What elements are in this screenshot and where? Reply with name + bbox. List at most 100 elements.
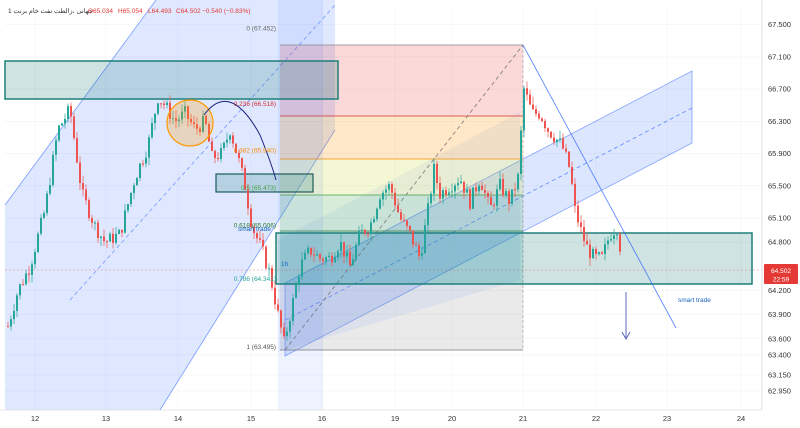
small-zone[interactable] [215,173,314,193]
candle-body [205,115,207,124]
candle-body [439,182,441,199]
candle-body [577,205,579,223]
date-tick-label: 20 [448,414,456,423]
fib-level-label: 0.618 (65.006) [234,223,276,230]
candle-body [352,259,354,266]
candle-body [304,252,306,260]
orange-circle[interactable] [166,99,214,147]
candle-body [418,245,420,256]
candle-body [157,103,159,114]
candle-body [28,273,30,275]
fib-level-label: 0.5 (65.473) [241,185,276,192]
downtrend-line[interactable] [522,44,677,329]
candle-body [220,148,222,160]
candle-body [124,210,126,233]
candle-body [595,248,597,255]
price-tick-label: 63.150 [768,370,791,379]
price-tick-label: 64.800 [768,238,791,247]
ohlc-open: O65.034 [88,8,113,15]
candle-body [496,189,498,206]
symbol-name: جهانی ،زالطت نفت خام برنت 1 [8,7,93,15]
date-tick-label: 24 [737,414,745,423]
selection-highlight [278,0,323,410]
candle-body [40,217,42,234]
candle-body [565,148,567,152]
current-price-tag [764,264,798,284]
candle-body [250,208,252,228]
candle-body [619,234,621,252]
date-tick-label: 12 [31,414,39,423]
candle-body [166,102,168,105]
candle-body [97,222,99,239]
candle-body [217,157,219,160]
fib-retracement[interactable] [280,44,524,351]
candle-body [241,158,243,168]
demand-zone[interactable] [275,232,753,285]
price-tick-label: 63.400 [768,350,791,359]
date-axis[interactable]: 12 13 14 15 16 19 20 21 22 23 24 [31,414,745,423]
candle-body [34,252,36,265]
candle-body [52,154,54,186]
candle-body [598,252,600,255]
channel-upper-left [4,0,157,206]
price-tick-label: 66.700 [768,85,791,94]
candle-body [244,167,246,190]
candle-body [376,208,378,220]
candle-body [55,140,57,155]
price-axis[interactable]: 67.500 67.100 66.700 66.300 65.900 65.500 65.1… [768,20,791,395]
candle-body [445,190,447,195]
candle-body [355,245,357,260]
candle-body [580,222,582,227]
candle-body [529,94,531,105]
candle-body [463,181,465,193]
candle-body [469,189,471,209]
candle-body [214,150,216,158]
candle-body [493,205,495,207]
candle-body [181,111,183,120]
candle-body [433,163,435,194]
candle-body [520,130,522,174]
candle-body [154,113,156,124]
candle-body [553,137,555,143]
candle-body [232,135,234,144]
candle-body [283,327,285,337]
candle-body [172,118,174,120]
candle-body [193,122,195,125]
ohlc-close: C64.502 [176,8,201,15]
candle-body [535,109,537,114]
candle-body [358,230,360,246]
candle-body [256,233,258,239]
candles [7,81,621,341]
candle-body [436,163,438,183]
candle-body [82,183,84,190]
candle-body [187,106,189,120]
candle-body [7,326,9,328]
candle-body [31,264,33,275]
candle-body [490,196,492,206]
candle-body [286,331,288,337]
candle-body [115,233,117,243]
candle-body [397,205,399,213]
rising-channel-left[interactable] [5,0,335,410]
supply-zone[interactable] [4,60,339,100]
candle-body [292,297,294,322]
date-tick-label: 23 [663,414,671,423]
price-tick-label: 66.300 [768,117,791,126]
candle-body [592,248,594,259]
candle-body [478,185,480,192]
candle-body [604,244,606,254]
candle-body [331,255,333,263]
candle-body [382,192,384,200]
candle-body [319,254,321,259]
candle-body [133,185,135,193]
candle-body [178,119,180,122]
candle-body [151,123,153,138]
candle-body [568,151,570,167]
candle-body [517,173,519,190]
candle-body [586,240,588,245]
candle-body [43,213,45,218]
candle-body [46,193,48,214]
candle-body [130,192,132,205]
candle-body [10,319,12,327]
